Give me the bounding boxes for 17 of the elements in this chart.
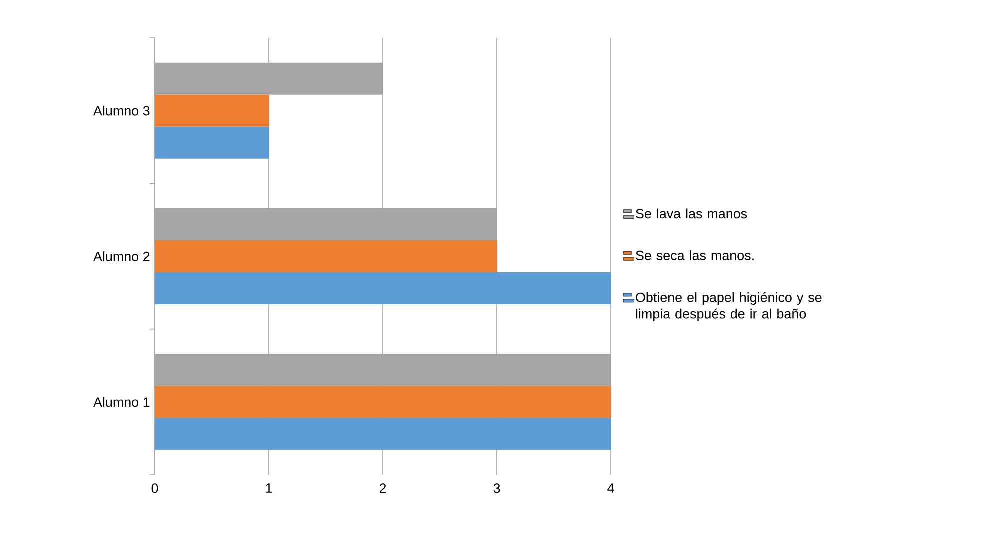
bar: [155, 240, 498, 272]
legend-label: Se seca las manos.: [636, 250, 754, 260]
x-tick-label: 1: [266, 484, 272, 493]
bar: [155, 418, 612, 450]
y-tick-label: Alumno 1: [94, 397, 150, 408]
x-tick-label: 4: [608, 484, 614, 493]
bar: [155, 272, 612, 304]
legend-label: Se lava las manos: [636, 208, 748, 219]
bar: [155, 94, 270, 127]
y-tick-label: Alumno 2: [94, 252, 150, 262]
y-tick-label: Alumno 3: [94, 106, 150, 116]
x-tick-label: 3: [494, 484, 500, 494]
x-tick-label: 0: [152, 484, 158, 494]
x-tick-label: 2: [380, 484, 386, 494]
legend-label: Obtiene el papel higiénico y se limpia después de ir al baño: [636, 292, 822, 322]
bar: [155, 126, 270, 159]
bar: [155, 386, 612, 418]
